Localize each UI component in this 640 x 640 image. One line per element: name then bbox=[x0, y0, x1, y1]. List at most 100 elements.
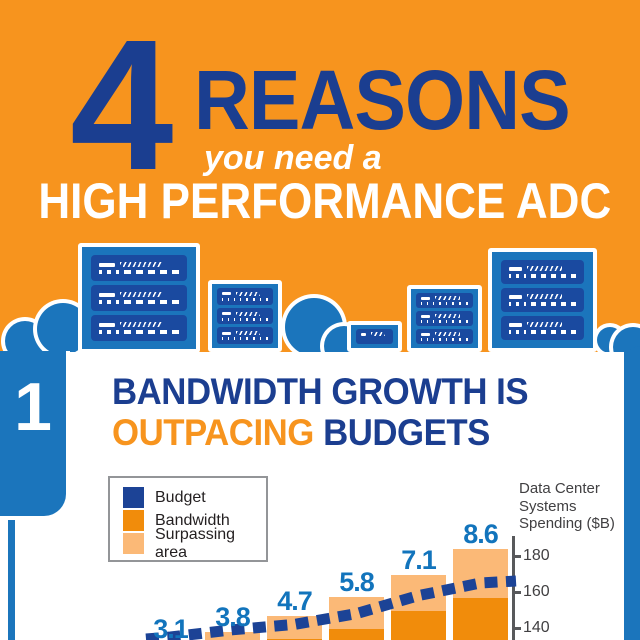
server-unit-top-row bbox=[222, 291, 268, 296]
server-slot bbox=[148, 300, 156, 304]
server-slot bbox=[124, 270, 132, 274]
server-unit bbox=[217, 307, 273, 325]
server-dot bbox=[99, 330, 103, 334]
server-dot bbox=[99, 300, 103, 304]
server-vent-pattern bbox=[435, 332, 460, 336]
server-slot bbox=[571, 330, 577, 334]
server-slot bbox=[531, 274, 537, 278]
server-slot bbox=[541, 302, 547, 306]
server-rack-icon bbox=[208, 280, 282, 352]
header-subtitle: you need a bbox=[204, 139, 382, 177]
server-vent-pattern bbox=[120, 262, 162, 267]
server-slot bbox=[259, 297, 262, 301]
server-led-bar bbox=[99, 322, 115, 327]
server-slot bbox=[531, 302, 537, 306]
server-slot bbox=[246, 317, 248, 321]
server-unit-top-row bbox=[509, 322, 576, 327]
header-title: REASONS bbox=[194, 53, 571, 147]
server-slot bbox=[531, 330, 537, 334]
server-unit-top-row bbox=[509, 266, 576, 271]
server-dot bbox=[107, 270, 111, 274]
axis-title-line: Data Center bbox=[519, 480, 600, 497]
server-led-bar bbox=[222, 312, 232, 315]
server-dot bbox=[227, 297, 229, 301]
server-dot bbox=[233, 297, 235, 301]
server-dot bbox=[421, 302, 422, 305]
server-unit bbox=[416, 311, 473, 326]
server-slot bbox=[459, 338, 462, 341]
server-dot bbox=[227, 317, 229, 321]
server-dot bbox=[222, 337, 223, 341]
server-unit-top-row bbox=[361, 332, 388, 336]
server-dot bbox=[516, 274, 519, 278]
server-dot bbox=[115, 300, 120, 304]
server-led-bar bbox=[421, 296, 431, 300]
frame-right-strip bbox=[624, 346, 640, 640]
server-dot bbox=[432, 320, 434, 323]
server-dot bbox=[115, 270, 120, 274]
server-unit bbox=[356, 329, 393, 344]
server-unit-bottom-row bbox=[99, 270, 180, 274]
server-unit bbox=[91, 315, 187, 341]
legend-item: Bandwidth bbox=[123, 509, 266, 532]
heading-line2: OUTPACING BUDGETS bbox=[112, 412, 528, 453]
server-vent-pattern bbox=[435, 314, 460, 318]
server-slot bbox=[466, 338, 468, 341]
server-rack-icon bbox=[407, 285, 482, 352]
server-unit-top-row bbox=[99, 292, 179, 297]
server-unit bbox=[501, 260, 584, 284]
server-dot bbox=[421, 320, 422, 323]
server-slot bbox=[148, 270, 156, 274]
server-unit-bottom-row bbox=[99, 300, 180, 304]
server-slot bbox=[459, 302, 462, 305]
server-slot bbox=[259, 337, 262, 341]
server-dot bbox=[233, 317, 235, 321]
server-unit-bottom-row bbox=[222, 317, 268, 321]
server-vent-pattern bbox=[236, 331, 261, 336]
server-unit bbox=[501, 288, 584, 312]
server-dot bbox=[523, 274, 527, 278]
server-led-bar bbox=[99, 292, 115, 297]
legend-item: Surpassing area bbox=[123, 526, 266, 561]
server-slot bbox=[466, 320, 468, 323]
server-dot bbox=[509, 330, 512, 334]
server-unit-bottom-row bbox=[509, 330, 577, 334]
server-slot bbox=[160, 270, 168, 274]
legend-swatch bbox=[123, 510, 144, 531]
section-heading: BANDWIDTH GROWTH IS OUTPACING BUDGETS bbox=[112, 371, 529, 453]
legend-swatch bbox=[123, 487, 144, 508]
legend-label: Budget bbox=[155, 488, 206, 506]
server-unit-bottom-row bbox=[222, 297, 268, 301]
server-dot bbox=[516, 330, 519, 334]
server-slot bbox=[246, 337, 248, 341]
server-slot bbox=[160, 300, 168, 304]
server-slot bbox=[172, 270, 180, 274]
server-slot bbox=[459, 320, 462, 323]
server-led-bar bbox=[222, 331, 232, 335]
server-unit bbox=[416, 293, 473, 308]
server-vent-pattern bbox=[120, 292, 162, 297]
legend-label: Bandwidth bbox=[155, 511, 230, 529]
right-axis-title: Data Center Systems Spending ($B) bbox=[519, 480, 615, 533]
server-unit-bottom-row bbox=[361, 338, 388, 341]
section-number: 1 bbox=[14, 369, 52, 445]
server-dot bbox=[426, 338, 428, 341]
server-slot bbox=[541, 330, 547, 334]
server-dot bbox=[421, 338, 422, 341]
server-unit-top-row bbox=[509, 294, 576, 299]
server-dot bbox=[426, 302, 428, 305]
server-unit-top-row bbox=[222, 331, 268, 336]
server-unit bbox=[501, 316, 584, 340]
heading-accent: OUTPACING bbox=[112, 412, 314, 453]
server-led-bar bbox=[222, 292, 232, 296]
server-slot bbox=[438, 320, 441, 323]
server-vent-pattern bbox=[236, 291, 261, 296]
server-slot bbox=[452, 338, 455, 341]
server-unit-top-row bbox=[222, 311, 268, 316]
server-slot bbox=[551, 330, 557, 334]
server-vent-pattern bbox=[435, 296, 460, 300]
server-dot bbox=[227, 337, 229, 341]
server-slot bbox=[148, 330, 156, 334]
server-slot bbox=[246, 297, 248, 301]
